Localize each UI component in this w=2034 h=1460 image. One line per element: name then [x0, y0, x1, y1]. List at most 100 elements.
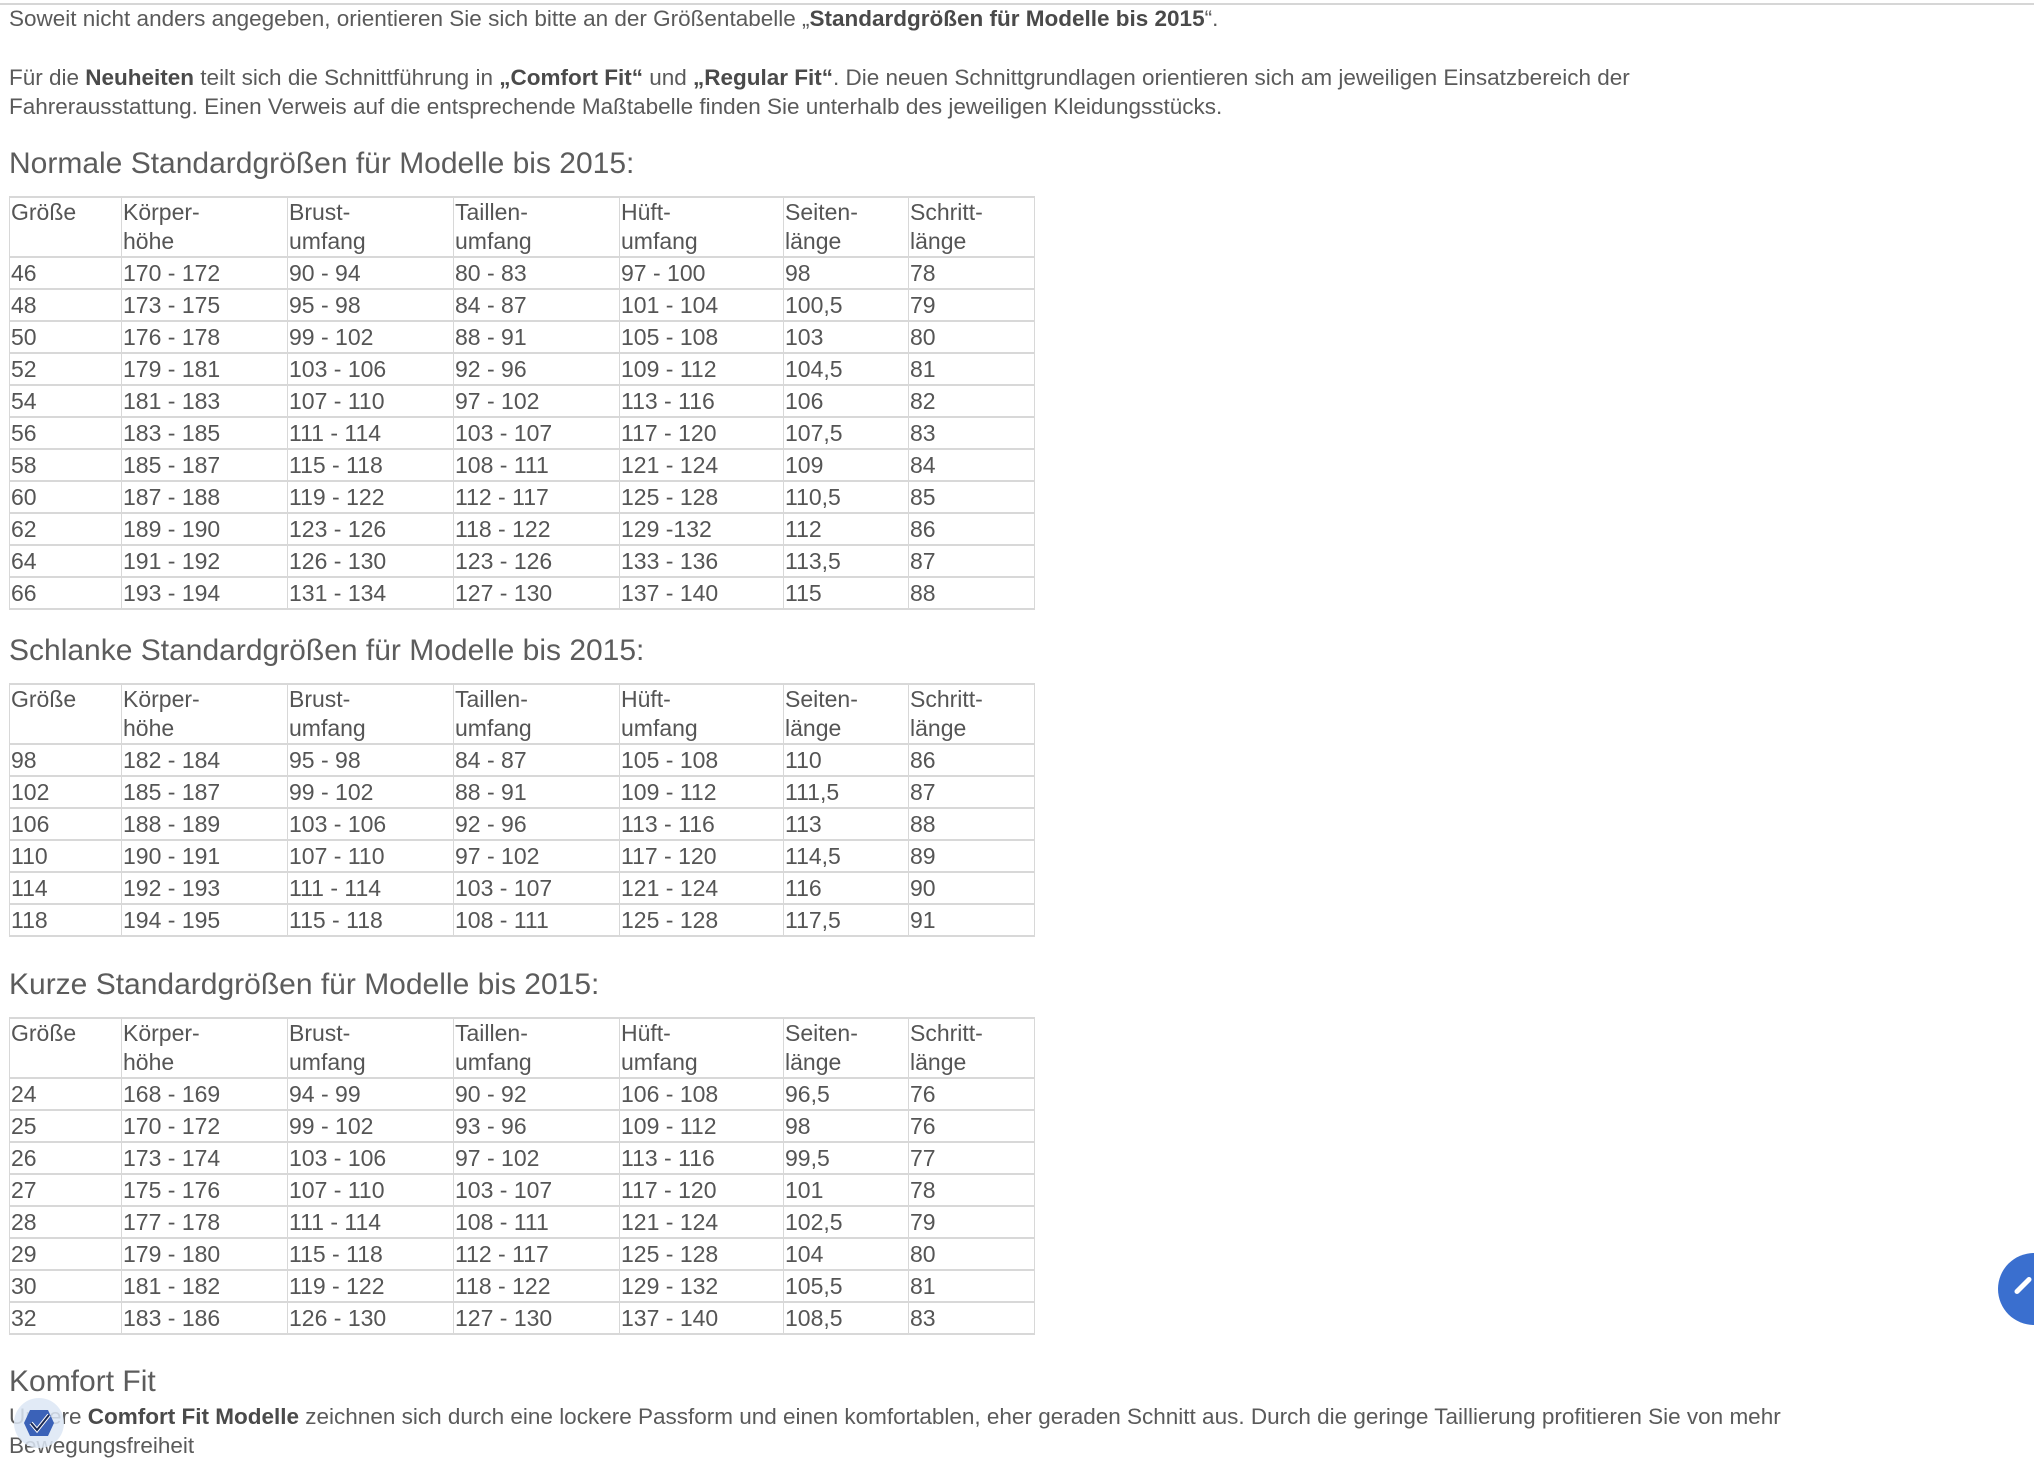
- column-header-line: Taillen-: [455, 1020, 528, 1046]
- table-cell: 81: [908, 353, 1035, 386]
- column-header: Hüft-umfang: [619, 1017, 784, 1079]
- column-header-line: Brust-: [289, 199, 351, 225]
- table-cell: 181 - 182: [121, 1270, 288, 1303]
- bold-text: Standardgrößen für Modelle bis 2015: [809, 6, 1205, 31]
- table-cell: 83: [908, 1302, 1035, 1335]
- table-row: 64 191 - 192 126 - 130 123 - 126 133 - 136 11…: [9, 545, 1035, 578]
- table-cell: 114,5: [783, 840, 909, 873]
- table-cell: 121 - 124: [619, 1206, 784, 1239]
- table-cell: 54: [9, 385, 122, 418]
- column-header-line: Brust-: [289, 686, 351, 712]
- column-header-line: Brust-: [289, 1020, 351, 1046]
- table-row: 27 175 - 176 107 - 110 103 - 107 117 - 120 10…: [9, 1174, 1035, 1207]
- column-header-line: Körper-: [123, 199, 200, 225]
- table-cell: 83: [908, 417, 1035, 450]
- column-header: Brust-umfang: [287, 683, 454, 745]
- pencil-icon[interactable]: [1998, 1253, 2034, 1325]
- table-cell: 114: [9, 872, 122, 905]
- table-cell: 90 - 94: [287, 257, 454, 290]
- column-header-line: umfang: [289, 715, 366, 741]
- table-cell: 111 - 114: [287, 1206, 454, 1239]
- table-cell: 66: [9, 577, 122, 610]
- table-row: 24 168 - 169 94 - 99 90 - 92 106 - 108 96,5 76: [9, 1078, 1035, 1111]
- table-row: 98 182 - 184 95 - 98 84 - 87 105 - 108 110 86: [9, 744, 1035, 777]
- table-cell: 176 - 178: [121, 321, 288, 354]
- column-header-line: Schritt-: [910, 686, 983, 712]
- table-cell: 185 - 187: [121, 449, 288, 482]
- table-cell: 108,5: [783, 1302, 909, 1335]
- column-header-line: Körper-: [123, 686, 200, 712]
- table-row: 32 183 - 186 126 - 130 127 - 130 137 - 140 10…: [9, 1302, 1035, 1335]
- table-cell: 103 - 106: [287, 353, 454, 386]
- table-cell: 76: [908, 1078, 1035, 1111]
- column-header: Seiten-länge: [783, 196, 909, 258]
- table-cell: 101 - 104: [619, 289, 784, 322]
- table-cell: 46: [9, 257, 122, 290]
- table-cell: 103 - 107: [453, 872, 620, 905]
- table-row: 25 170 - 172 99 - 102 93 - 96 109 - 112 98 76: [9, 1110, 1035, 1143]
- table-cell: 193 - 194: [121, 577, 288, 610]
- column-header-line: Seiten-: [785, 686, 858, 712]
- table-cell: 97 - 102: [453, 385, 620, 418]
- column-header-line: Taillen-: [455, 686, 528, 712]
- bold-text: „Regular Fit“: [693, 65, 834, 90]
- table-cell: 170 - 172: [121, 1110, 288, 1143]
- table-cell: 95 - 98: [287, 744, 454, 777]
- table-cell: 133 - 136: [619, 545, 784, 578]
- table-cell: 105 - 108: [619, 744, 784, 777]
- table-cell: 106: [783, 385, 909, 418]
- table-cell: 137 - 140: [619, 1302, 784, 1335]
- text-segment: und: [642, 65, 693, 90]
- table-cell: 187 - 188: [121, 481, 288, 514]
- table-cell: 56: [9, 417, 122, 450]
- column-header-line: Seiten-: [785, 199, 858, 225]
- table-row: 56 183 - 185 111 - 114 103 - 107 117 - 120 10…: [9, 417, 1035, 450]
- table-cell: 82: [908, 385, 1035, 418]
- table-cell: 113 - 116: [619, 385, 784, 418]
- table-cell: 192 - 193: [121, 872, 288, 905]
- column-header-line: länge: [910, 715, 967, 741]
- table-cell: 177 - 178: [121, 1206, 288, 1239]
- table-cell: 100,5: [783, 289, 909, 322]
- column-header-line: Hüft-: [621, 686, 671, 712]
- table-cell: 88 - 91: [453, 776, 620, 809]
- table-cell: 64: [9, 545, 122, 578]
- column-header-line: Körper-: [123, 1020, 200, 1046]
- table-cell: 96,5: [783, 1078, 909, 1111]
- size-table-normal: Größe Körper-höhe Brust-umfang Taillen-umfa…: [9, 196, 1035, 610]
- table-cell: 103: [783, 321, 909, 354]
- table-cell: 103 - 106: [287, 808, 454, 841]
- table-cell: 86: [908, 744, 1035, 777]
- table-cell: 179 - 180: [121, 1238, 288, 1271]
- table-cell: 80: [908, 321, 1035, 354]
- checkmark-shield-icon[interactable]: [14, 1398, 64, 1448]
- column-header-line: Seiten-: [785, 1020, 858, 1046]
- table-row: 54 181 - 183 107 - 110 97 - 102 113 - 116 106…: [9, 385, 1035, 418]
- table-row: 60 187 - 188 119 - 122 112 - 117 125 - 128 11…: [9, 481, 1035, 514]
- table-cell: 90 - 92: [453, 1078, 620, 1111]
- table-cell: 84: [908, 449, 1035, 482]
- table-cell: 107,5: [783, 417, 909, 450]
- table-cell: 168 - 169: [121, 1078, 288, 1111]
- column-header: Körper-höhe: [121, 683, 288, 745]
- table-cell: 92 - 96: [453, 353, 620, 386]
- table-cell: 183 - 185: [121, 417, 288, 450]
- table-cell: 104,5: [783, 353, 909, 386]
- table-cell: 123 - 126: [453, 545, 620, 578]
- table-cell: 113: [783, 808, 909, 841]
- table-cell: 137 - 140: [619, 577, 784, 610]
- column-header-line: länge: [785, 715, 842, 741]
- table-cell: 110,5: [783, 481, 909, 514]
- table-cell: 189 - 190: [121, 513, 288, 546]
- column-header-line: umfang: [455, 1049, 532, 1075]
- table-cell: 104: [783, 1238, 909, 1271]
- table-cell: 123 - 126: [287, 513, 454, 546]
- table-cell: 92 - 96: [453, 808, 620, 841]
- column-header-line: umfang: [621, 1049, 698, 1075]
- table-cell: 117 - 120: [619, 840, 784, 873]
- table-cell: 117 - 120: [619, 1174, 784, 1207]
- table-cell: 125 - 128: [619, 481, 784, 514]
- table-header-row: Größe Körper-höhe Brust-umfang Taillen-umfa…: [9, 196, 1035, 258]
- table-cell: 127 - 130: [453, 577, 620, 610]
- table-row: 114 192 - 193 111 - 114 103 - 107 121 - 124 1…: [9, 872, 1035, 905]
